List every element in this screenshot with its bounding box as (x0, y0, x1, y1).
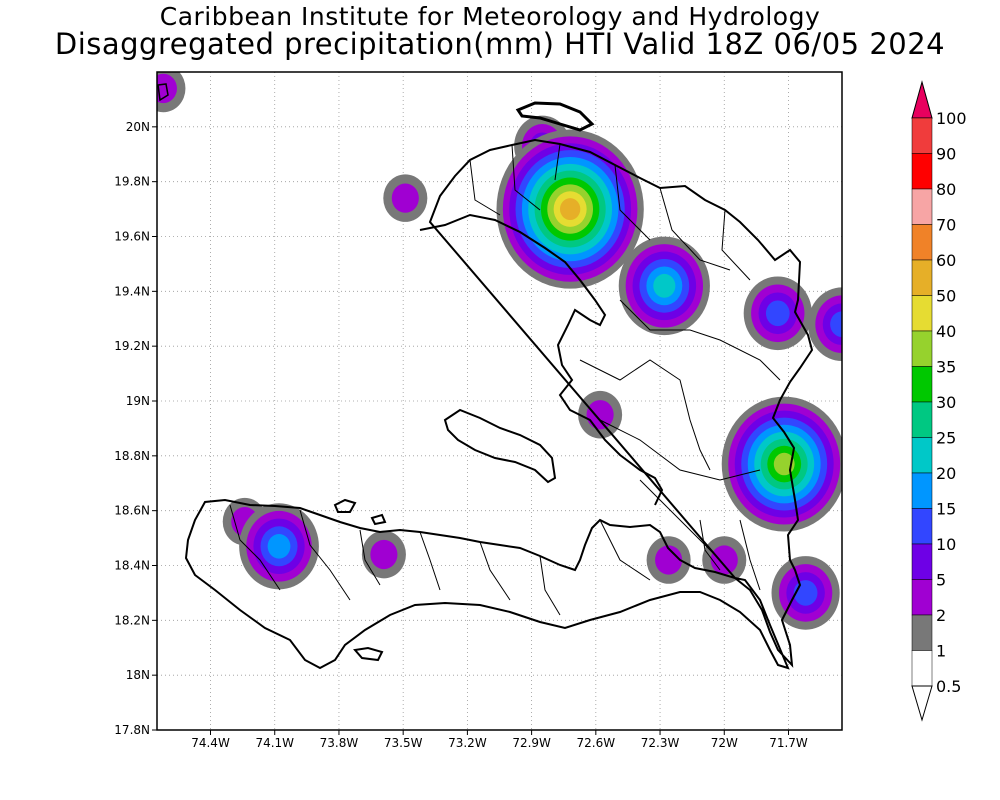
colorbar-segment (911, 650, 933, 687)
colorbar-label: 35 (936, 358, 956, 377)
rain-cell (807, 287, 842, 362)
x-tick-label: 73.8W (320, 736, 359, 750)
colorbar-label: 60 (936, 251, 956, 270)
colorbar-label: 0.5 (936, 677, 961, 696)
rain-cell (646, 536, 691, 584)
x-tick-label: 74.1W (255, 736, 294, 750)
haiti-coastline (157, 83, 814, 670)
colorbar-label: 15 (936, 500, 956, 519)
colorbar-segment (911, 543, 933, 580)
y-tick-label: 19.4N (114, 284, 150, 298)
colorbar-arrow-bottom (911, 685, 933, 722)
colorbar-segment (911, 579, 933, 616)
rain-cell (721, 396, 842, 532)
colorbar-segment (911, 366, 933, 403)
rain-contour (710, 545, 738, 575)
colorbar-segment (911, 153, 933, 190)
rain-contour (391, 183, 419, 213)
y-tick-label: 17.8N (114, 723, 150, 737)
rain-contour (586, 400, 614, 430)
colorbar-label: 2 (936, 606, 946, 625)
colorbar-label: 70 (936, 216, 956, 235)
x-tick-label: 71.7W (769, 736, 808, 750)
gonave-island (443, 408, 557, 484)
colorbar-segment (911, 508, 933, 545)
rain-contour (830, 311, 842, 338)
colorbar: 100 90 80 70 60 50 40 35 30 25 20 15 10 5 2 1 0.5 (911, 80, 967, 722)
colorbar-label: 1 (936, 642, 946, 661)
haiti-north-peninsula (419, 213, 664, 506)
rain-cell (771, 556, 840, 630)
colorbar-label: 90 (936, 145, 956, 164)
chart-subtitle: Disaggregated precipitation(mm) HTI Vali… (54, 27, 946, 61)
x-tick-label: 72.3W (641, 736, 680, 750)
x-tick-label: 73.2W (448, 736, 487, 750)
tortuga-island (515, 101, 595, 132)
x-tick-label: 72.9W (512, 736, 551, 750)
rain-contour (370, 539, 398, 570)
colorbar-arrow-top (911, 80, 933, 119)
cayemites-island (333, 498, 387, 526)
colorbar-segment (911, 295, 933, 332)
x-tick-label: 72.6W (577, 736, 616, 750)
rain-cell (743, 276, 812, 351)
colorbar-segment (911, 224, 933, 261)
colorbar-label: 50 (936, 287, 956, 306)
y-tick-label: 19N (126, 394, 150, 408)
y-tick-label: 18.2N (114, 613, 150, 627)
rain-contour (655, 545, 683, 575)
colorbar-segment (911, 188, 933, 225)
rain-cell (702, 536, 747, 584)
colorbar-segment (911, 437, 933, 474)
rain-cell (618, 236, 710, 336)
colorbar-label: 80 (936, 180, 956, 199)
colorbar-segment (911, 472, 933, 509)
plot-area (157, 72, 842, 730)
rain-contour (653, 273, 676, 298)
y-tick-label: 18N (126, 668, 150, 682)
x-tick-label: 73.5W (384, 736, 423, 750)
y-tick-label: 19.6N (114, 230, 150, 244)
ile-a-vache (353, 646, 384, 662)
rain-cell (239, 503, 319, 590)
rain-contour (559, 198, 581, 221)
haiti-north-landmass (184, 138, 814, 670)
y-tick-label: 19.2N (114, 339, 150, 353)
navassa-edge (157, 83, 169, 102)
x-tick-label: 72W (711, 736, 738, 750)
y-tick-label: 20N (126, 120, 150, 134)
colorbar-label: 20 (936, 464, 956, 483)
colorbar-label: 40 (936, 322, 956, 341)
rain-cell (361, 530, 406, 579)
chart-title: Caribbean Institute for Meteorology and … (159, 2, 821, 31)
rain-contour (793, 580, 818, 606)
y-tick-label: 19.8N (114, 175, 150, 189)
x-tick-label: 74.4W (191, 736, 230, 750)
colorbar-segment (911, 330, 933, 367)
colorbar-segment (911, 117, 933, 154)
colorbar-label: 30 (936, 393, 956, 412)
colorbar-label: 100 (936, 109, 967, 128)
rain-cell (383, 174, 428, 222)
colorbar-label: 5 (936, 571, 946, 590)
y-tick-label: 18.8N (114, 449, 150, 463)
rain-contour (765, 300, 790, 327)
rain-cell (578, 390, 623, 439)
colorbar-label: 10 (936, 535, 956, 554)
rain-contour (267, 534, 291, 559)
y-tick-label: 18.6N (114, 504, 150, 518)
interior-borders (229, 143, 781, 616)
y-tick-label: 18.4N (114, 559, 150, 573)
axis-ticks: 74.4W 74.1W 73.8W 73.5W 73.2W 72.9W 72.6W 72.3W… (114, 120, 808, 750)
colorbar-segment (911, 614, 933, 651)
rain-cell (496, 129, 644, 289)
colorbar-label: 25 (936, 429, 956, 448)
colorbar-segment (911, 259, 933, 296)
rain-cells (157, 72, 842, 630)
colorbar-segment (911, 401, 933, 438)
